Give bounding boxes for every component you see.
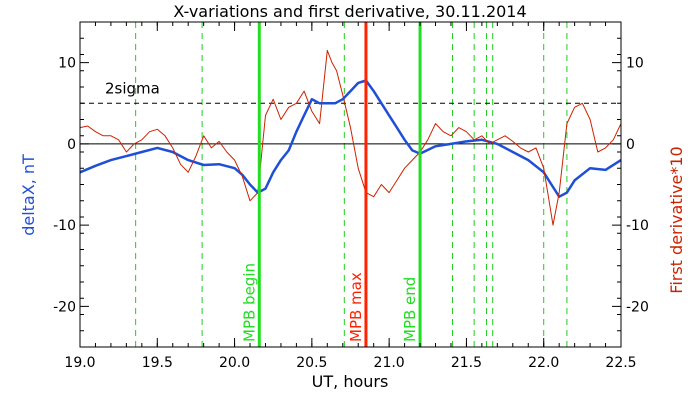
x-axis-label: UT, hours <box>312 372 389 391</box>
y-tick-label-right-2: -10 <box>626 218 649 234</box>
chart-title: X-variations and first derivative, 30.11… <box>173 2 526 21</box>
x-tick-label-6: 22.0 <box>528 355 559 371</box>
plot-frame <box>79 21 622 348</box>
x-tick-label-4: 21.0 <box>374 355 405 371</box>
x-tick-label-2: 20.0 <box>219 355 250 371</box>
threshold-label: 2sigma <box>105 79 160 97</box>
series-line-1 <box>79 49 622 226</box>
y-tick-label-left-3: -20 <box>53 299 76 315</box>
mpb-marker-label-0: MPB begin <box>240 263 258 342</box>
mpb-marker-label-2: MPB end <box>401 277 419 342</box>
y-tick-label-left-1: 0 <box>67 137 76 153</box>
y-tick-label-right-0: 10 <box>626 56 644 72</box>
x-tick-label-7: 22.5 <box>605 355 636 371</box>
x-tick-label-1: 19.5 <box>142 355 173 371</box>
plot-area: 2sigma MPB begin MPB max MPB end 19.0 19.5 20.… <box>53 22 649 371</box>
y-tick-label-right-1: 0 <box>626 137 635 153</box>
series-line-0 <box>79 79 622 198</box>
y-tick-label-left-0: 10 <box>58 56 76 72</box>
y-tick-label-right-3: -20 <box>626 299 649 315</box>
y-axis-label-left: deltaX, nT <box>19 154 38 236</box>
y-tick-label-left-2: -10 <box>53 218 76 234</box>
mpb-marker-label-1: MPB max <box>347 272 365 342</box>
x-tick-label-5: 21.5 <box>451 355 482 371</box>
x-tick-label-3: 20.5 <box>296 355 327 371</box>
y-axis-label-right: First derivative*10 <box>667 146 686 293</box>
x-tick-label-0: 19.0 <box>64 355 95 371</box>
